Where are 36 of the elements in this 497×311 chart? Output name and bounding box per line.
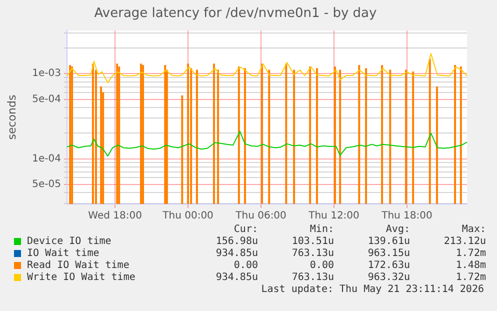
x-tick-label: Thu 06:00	[234, 210, 286, 222]
text: Min:	[308, 224, 334, 236]
text: Avg:	[384, 224, 410, 236]
x-tick-label: Thu 00:00	[162, 210, 214, 222]
y-tick-label: 1e-04	[32, 153, 61, 164]
text: 1.72m	[454, 248, 486, 260]
text: 1.48m	[454, 260, 486, 272]
text: 763.13u	[290, 272, 334, 284]
text: 103.51u	[290, 236, 334, 248]
text: 172.63u	[366, 260, 410, 272]
text: 934.85u	[214, 272, 258, 284]
y-axis-title: seconds	[5, 94, 18, 140]
legend-label: IO Wait time	[27, 248, 100, 260]
text: 763.13u	[290, 248, 334, 260]
chart-title: Average latency for /dev/nvme0n1 - by day	[94, 6, 378, 22]
text: 213.12u	[442, 236, 486, 248]
x-tick-label: Wed 18:00	[88, 210, 142, 222]
text: Last update: Thu May 21 23:11:14 2026	[260, 284, 484, 296]
y-tick-label: 5e-04	[32, 94, 61, 105]
legend-label: Read IO Wait time	[27, 260, 130, 272]
legend-label: Device IO time	[27, 236, 112, 248]
text: 139.61u	[366, 236, 410, 248]
text: 156.98u	[214, 236, 258, 248]
text: 963.32u	[366, 272, 410, 284]
y-tick-label: 1e-03	[32, 68, 61, 80]
text: Cur:	[232, 224, 258, 236]
text: Max:	[460, 224, 486, 236]
legend-label: Write IO Wait time	[27, 272, 136, 284]
text: 0.00	[232, 260, 258, 272]
text: 0.00	[308, 260, 334, 272]
y-tick-label: 5e-05	[32, 179, 61, 190]
text: 963.15u	[366, 248, 410, 260]
x-tick-label: Thu 12:00	[308, 210, 360, 222]
x-tick-label: Thu 18:00	[380, 210, 432, 222]
text: 1.72m	[454, 272, 486, 284]
text: 934.85u	[214, 248, 258, 260]
